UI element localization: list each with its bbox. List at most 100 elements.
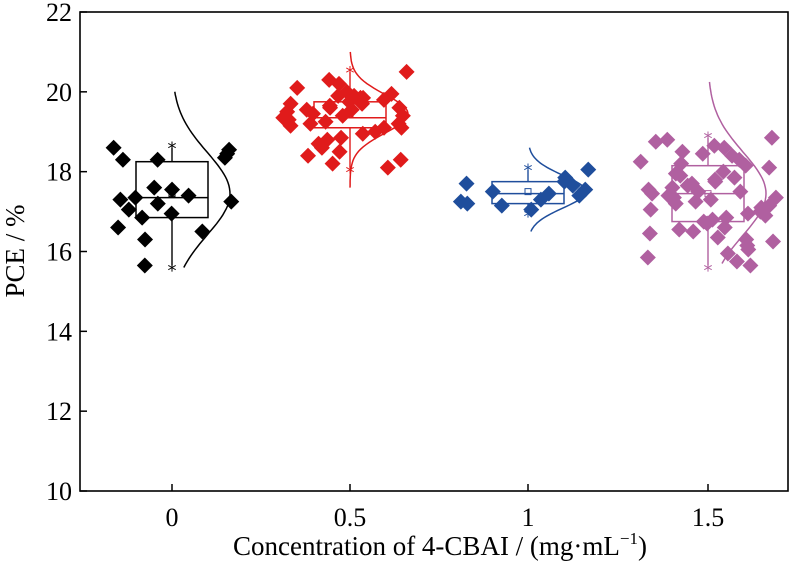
data-point — [757, 207, 774, 224]
data-point — [632, 153, 649, 170]
data-point — [737, 157, 754, 174]
data-point — [390, 115, 407, 132]
y-axis-ticks: 10 12 14 16 18 20 22 — [46, 0, 87, 506]
y-tick-label: 12 — [46, 397, 72, 426]
data-point — [639, 249, 656, 266]
data-point — [484, 183, 501, 200]
data-point — [761, 159, 778, 176]
data-point — [739, 205, 756, 222]
y-tick-label: 20 — [46, 78, 72, 107]
data-point — [523, 201, 540, 218]
data-point — [674, 143, 691, 160]
data-point — [738, 231, 755, 248]
data-point — [398, 63, 415, 80]
data-groups: ******** — [105, 51, 784, 281]
y-tick-label: 22 — [46, 0, 72, 27]
extreme-marker: * — [524, 161, 533, 182]
data-point — [673, 155, 690, 172]
data-point — [322, 99, 339, 116]
x-axis-title: Concentration of 4-CBAI / (mg·mL−1) — [233, 529, 647, 561]
extreme-marker: * — [704, 260, 713, 281]
data-point — [716, 219, 733, 236]
data-point — [120, 201, 137, 218]
data-point — [715, 163, 732, 180]
data-point — [392, 151, 409, 168]
data-point — [112, 191, 129, 208]
data-point — [571, 187, 588, 204]
data-point — [194, 223, 211, 240]
data-point — [105, 139, 122, 156]
data-point — [136, 257, 153, 274]
data-point — [694, 145, 711, 162]
data-point — [532, 191, 549, 208]
x-axis-title-superscript: −1 — [620, 529, 638, 548]
extreme-marker: * — [704, 129, 713, 150]
extreme-marker: * — [346, 163, 355, 184]
data-point — [146, 179, 163, 196]
data-point — [742, 257, 759, 274]
data-point — [300, 147, 317, 164]
x-tick-label: 1 — [522, 503, 535, 532]
data-point — [699, 215, 716, 232]
data-point — [354, 125, 371, 142]
data-point — [355, 89, 372, 106]
data-point — [687, 193, 704, 210]
distribution-curve — [174, 91, 231, 268]
extreme-marker: * — [168, 139, 177, 160]
data-point — [765, 233, 782, 250]
data-point — [641, 225, 658, 242]
data-point — [282, 117, 299, 134]
data-point — [149, 151, 166, 168]
data-point — [732, 183, 749, 200]
data-point — [367, 123, 384, 140]
group-1: ** — [452, 147, 597, 232]
data-point — [672, 167, 689, 184]
data-point — [223, 193, 240, 210]
x-axis-title-main: Concentration of 4-CBAI / (mg·mL — [233, 531, 620, 561]
x-tick-label: 0 — [166, 503, 179, 532]
data-point — [333, 129, 350, 146]
data-point — [644, 185, 661, 202]
data-point — [163, 205, 180, 222]
y-axis-title: PCE / % — [0, 204, 30, 297]
x-axis-title-tail: ) — [638, 531, 647, 561]
data-point — [375, 91, 392, 108]
data-point — [685, 223, 702, 240]
data-point — [719, 245, 736, 262]
extreme-marker: * — [168, 260, 177, 281]
data-point — [709, 229, 726, 246]
extreme-marker: * — [524, 207, 533, 228]
y-tick-label: 16 — [46, 238, 72, 267]
data-point — [289, 79, 306, 96]
data-point — [114, 151, 131, 168]
data-point — [302, 115, 319, 132]
x-tick-label: 1.5 — [692, 503, 725, 532]
y-tick-label: 10 — [46, 477, 72, 506]
data-point — [324, 155, 341, 172]
data-point — [134, 209, 151, 226]
data-point — [458, 175, 475, 192]
data-point — [317, 113, 334, 130]
group-1.5: ** — [632, 81, 784, 281]
data-point — [580, 161, 597, 178]
data-point — [767, 189, 784, 206]
data-point — [726, 169, 743, 186]
x-tick-label: 0.5 — [334, 503, 367, 532]
group-0: ** — [105, 91, 240, 281]
data-point — [659, 131, 676, 148]
data-point — [647, 133, 664, 150]
data-point — [313, 139, 330, 156]
data-point — [642, 201, 659, 218]
data-point — [137, 231, 154, 248]
data-point — [343, 101, 360, 118]
data-point — [330, 87, 347, 104]
axes-frame — [79, 11, 789, 492]
data-point — [110, 219, 127, 236]
extreme-marker: * — [346, 63, 355, 84]
data-point — [679, 177, 696, 194]
data-point — [564, 177, 581, 194]
data-point — [763, 129, 780, 146]
mean-marker — [524, 188, 532, 196]
y-tick-label: 18 — [46, 158, 72, 187]
